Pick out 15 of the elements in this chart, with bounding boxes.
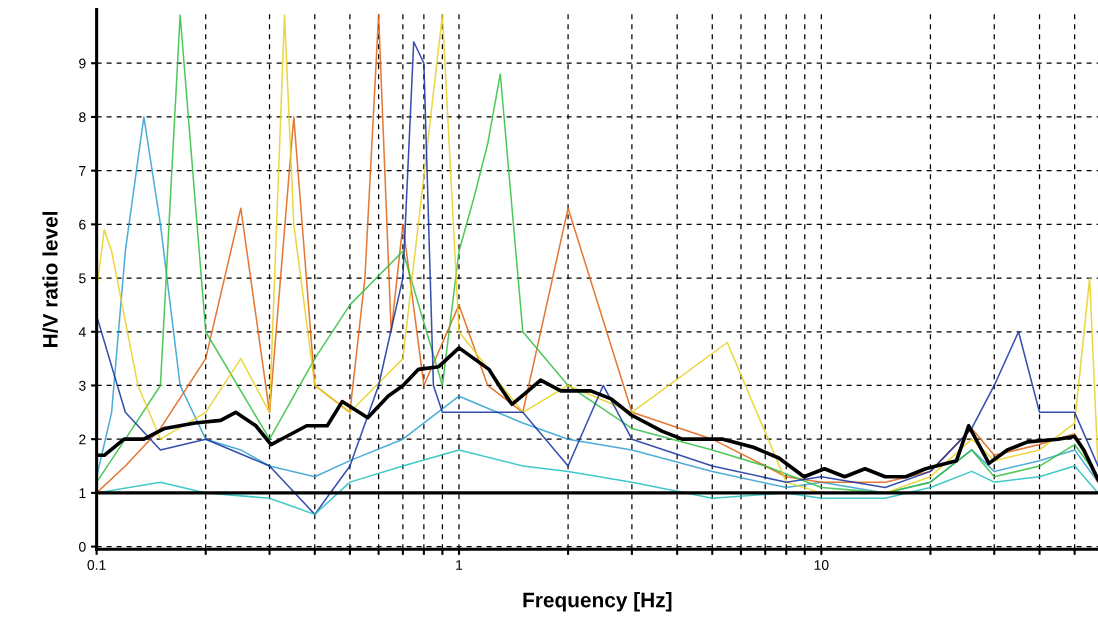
y-tick-label: 7 <box>79 166 86 176</box>
y-tick-label: 2 <box>79 434 86 445</box>
x-tick-label: 10 <box>814 560 829 570</box>
y-axis-title: H/V ratio level <box>42 211 58 347</box>
y-tick-label: 1 <box>79 488 86 498</box>
y-tick-label: 4 <box>78 327 86 337</box>
y-tick-label: 6 <box>79 219 86 230</box>
x-tick-label: 1 <box>456 560 463 570</box>
x-tick-label: 0.1 <box>87 560 106 570</box>
y-tick-label: 5 <box>79 273 86 284</box>
y-tick-label: 9 <box>79 58 86 69</box>
x-axis-title: Frequency [Hz] <box>523 592 672 612</box>
y-tick-label: 3 <box>79 380 86 391</box>
y-tick-label: 0 <box>79 541 86 552</box>
y-tick-label: 8 <box>79 112 86 123</box>
